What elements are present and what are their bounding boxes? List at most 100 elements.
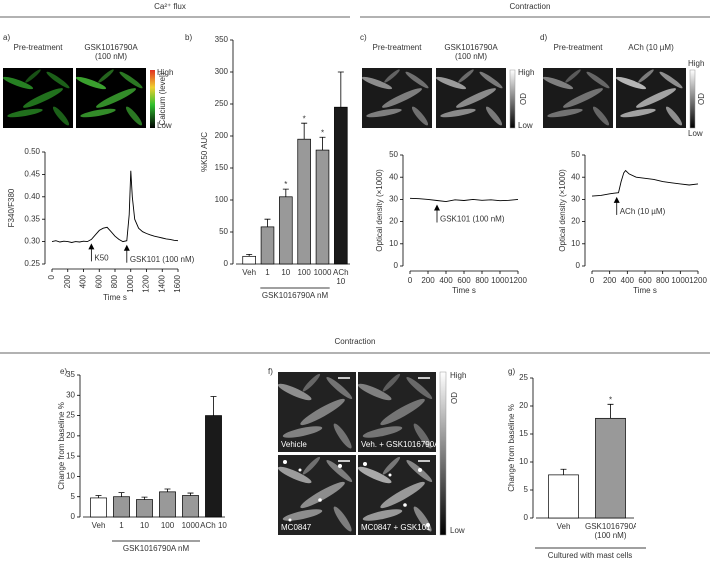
trace bbox=[591, 169, 699, 197]
y-tick-label: 30 bbox=[571, 195, 580, 204]
y-tick-label: 20 bbox=[571, 217, 580, 226]
y-tick-label: 300 bbox=[215, 67, 229, 76]
image-header-box: GSK1016790A (100 nM) bbox=[84, 43, 138, 61]
error-bar bbox=[95, 495, 102, 498]
x-tick-label-box: 1000 bbox=[181, 521, 200, 530]
x-tick-label-box: 10 bbox=[140, 521, 149, 530]
panel-label: c) bbox=[360, 33, 367, 42]
image-header-box: Pre-treatment bbox=[13, 43, 63, 52]
colorbar bbox=[439, 371, 447, 536]
annotation: ACh (10 µM) bbox=[620, 207, 666, 216]
image-header: Pre-treatment bbox=[13, 43, 63, 52]
annotation-arrow bbox=[88, 243, 95, 250]
y-tick-label: 20 bbox=[519, 401, 528, 410]
y-tick-label: 10 bbox=[66, 472, 75, 481]
error-bar bbox=[210, 396, 217, 416]
x-tick-label: 200 bbox=[603, 276, 617, 285]
x-tick-label: 10 bbox=[140, 521, 149, 530]
y-tick-label: 15 bbox=[66, 451, 75, 460]
significance: * bbox=[609, 395, 612, 404]
image-header: GSK1016790A (100 nM) bbox=[444, 43, 498, 61]
x-tick-label: GSK1016790A (100 nM) bbox=[585, 522, 636, 540]
error-bar bbox=[118, 492, 125, 497]
bar bbox=[242, 255, 256, 265]
x-tick-label: 800 bbox=[110, 274, 119, 288]
section-title: Contraction bbox=[335, 337, 376, 346]
x-tick-label: 800 bbox=[475, 276, 489, 285]
x-tick-label: Veh bbox=[91, 521, 106, 530]
image-label: MC0847 bbox=[281, 523, 312, 532]
annotation-arrow bbox=[613, 196, 620, 203]
x-tick-label: 0 bbox=[408, 276, 413, 285]
x-tick-label-box: 10 bbox=[281, 268, 290, 277]
error-bar bbox=[187, 492, 194, 496]
bar bbox=[182, 495, 199, 518]
y-axis-label: Change from baseline % bbox=[507, 404, 516, 492]
y-axis-label: Optical density (×1000) bbox=[375, 169, 384, 252]
y-tick-label: 50 bbox=[571, 150, 580, 159]
y-tick-label: 30 bbox=[389, 195, 398, 204]
colorbar-label: High bbox=[688, 59, 704, 68]
x-tick-label-box: 100 bbox=[297, 268, 311, 277]
image-header-box: Pre-treatment bbox=[373, 43, 422, 52]
y-axis-label: %K50 AUC bbox=[200, 132, 209, 172]
x-tick-label: ACh 10 bbox=[200, 521, 227, 530]
x-tick-label: 1000 bbox=[313, 268, 332, 277]
colorbar-label: OD bbox=[450, 392, 459, 404]
y-tick-label: 35 bbox=[66, 370, 75, 379]
x-tick-label-box: 1 bbox=[265, 268, 270, 277]
error-bar bbox=[141, 496, 148, 500]
x-axis-label: Time s bbox=[103, 293, 127, 302]
y-tick-label: 15 bbox=[519, 429, 528, 438]
y-axis-label: F340/F380 bbox=[7, 188, 16, 227]
y-axis-label: Change from baseline % bbox=[57, 402, 66, 490]
panel-label: d) bbox=[540, 33, 547, 42]
error-bar bbox=[560, 468, 567, 475]
colorbar-label: Low bbox=[688, 129, 703, 138]
y-tick-label: 20 bbox=[66, 431, 75, 440]
panel-label: e) bbox=[60, 367, 67, 376]
error-bar bbox=[319, 136, 326, 151]
y-tick-label: 100 bbox=[215, 195, 229, 204]
y-tick-label: 25 bbox=[519, 373, 528, 382]
x-tick-label-box: 1 bbox=[119, 521, 123, 530]
y-tick-label: 10 bbox=[389, 239, 398, 248]
x-tick-label: 1 bbox=[265, 268, 270, 277]
image-label: Veh. + GSK1016790A bbox=[361, 440, 440, 449]
x-tick-label: 1000 bbox=[181, 521, 200, 530]
colorbar bbox=[689, 69, 696, 129]
significance: * bbox=[321, 128, 324, 137]
bar bbox=[113, 496, 130, 518]
y-tick-label: 0.25 bbox=[24, 259, 40, 268]
x-tick-label: 400 bbox=[79, 274, 88, 288]
image-header: ACh (10 µM) bbox=[628, 43, 674, 52]
x-tick-label: ACh 10 bbox=[333, 268, 349, 286]
y-tick-label: 0.30 bbox=[24, 237, 40, 246]
x-tick-label: 200 bbox=[63, 274, 72, 288]
y-tick-label: 40 bbox=[389, 172, 398, 181]
bar bbox=[548, 474, 579, 519]
x-tick-label: 1600 bbox=[173, 274, 182, 292]
x-tick-label-box: 1000 bbox=[313, 268, 332, 277]
x-tick-label-box: ACh 10 bbox=[333, 268, 349, 286]
x-tick-label: 600 bbox=[638, 276, 652, 285]
panel-label: a) bbox=[3, 33, 10, 42]
y-tick-label: 0.50 bbox=[24, 147, 40, 156]
image-header: GSK1016790A (100 nM) bbox=[84, 43, 138, 61]
colorbar-label: OD bbox=[697, 93, 706, 105]
annotation: K50 bbox=[94, 253, 109, 262]
mast-cells bbox=[283, 460, 430, 527]
panel-label: b) bbox=[185, 33, 192, 42]
annotation-arrow bbox=[123, 244, 130, 251]
y-tick-label: 10 bbox=[571, 239, 580, 248]
trace bbox=[51, 170, 179, 243]
x-tick-label: 1000 bbox=[491, 276, 509, 285]
x-tick-label: 100 bbox=[297, 268, 311, 277]
footer-label: Cultured with mast cells bbox=[548, 551, 632, 560]
trace bbox=[409, 197, 519, 203]
group-label: GSK1016790A nM bbox=[123, 544, 190, 553]
bar bbox=[136, 499, 153, 518]
panel-label: g) bbox=[508, 367, 515, 376]
y-tick-label: 0 bbox=[576, 261, 581, 270]
x-tick-label: 800 bbox=[656, 276, 670, 285]
